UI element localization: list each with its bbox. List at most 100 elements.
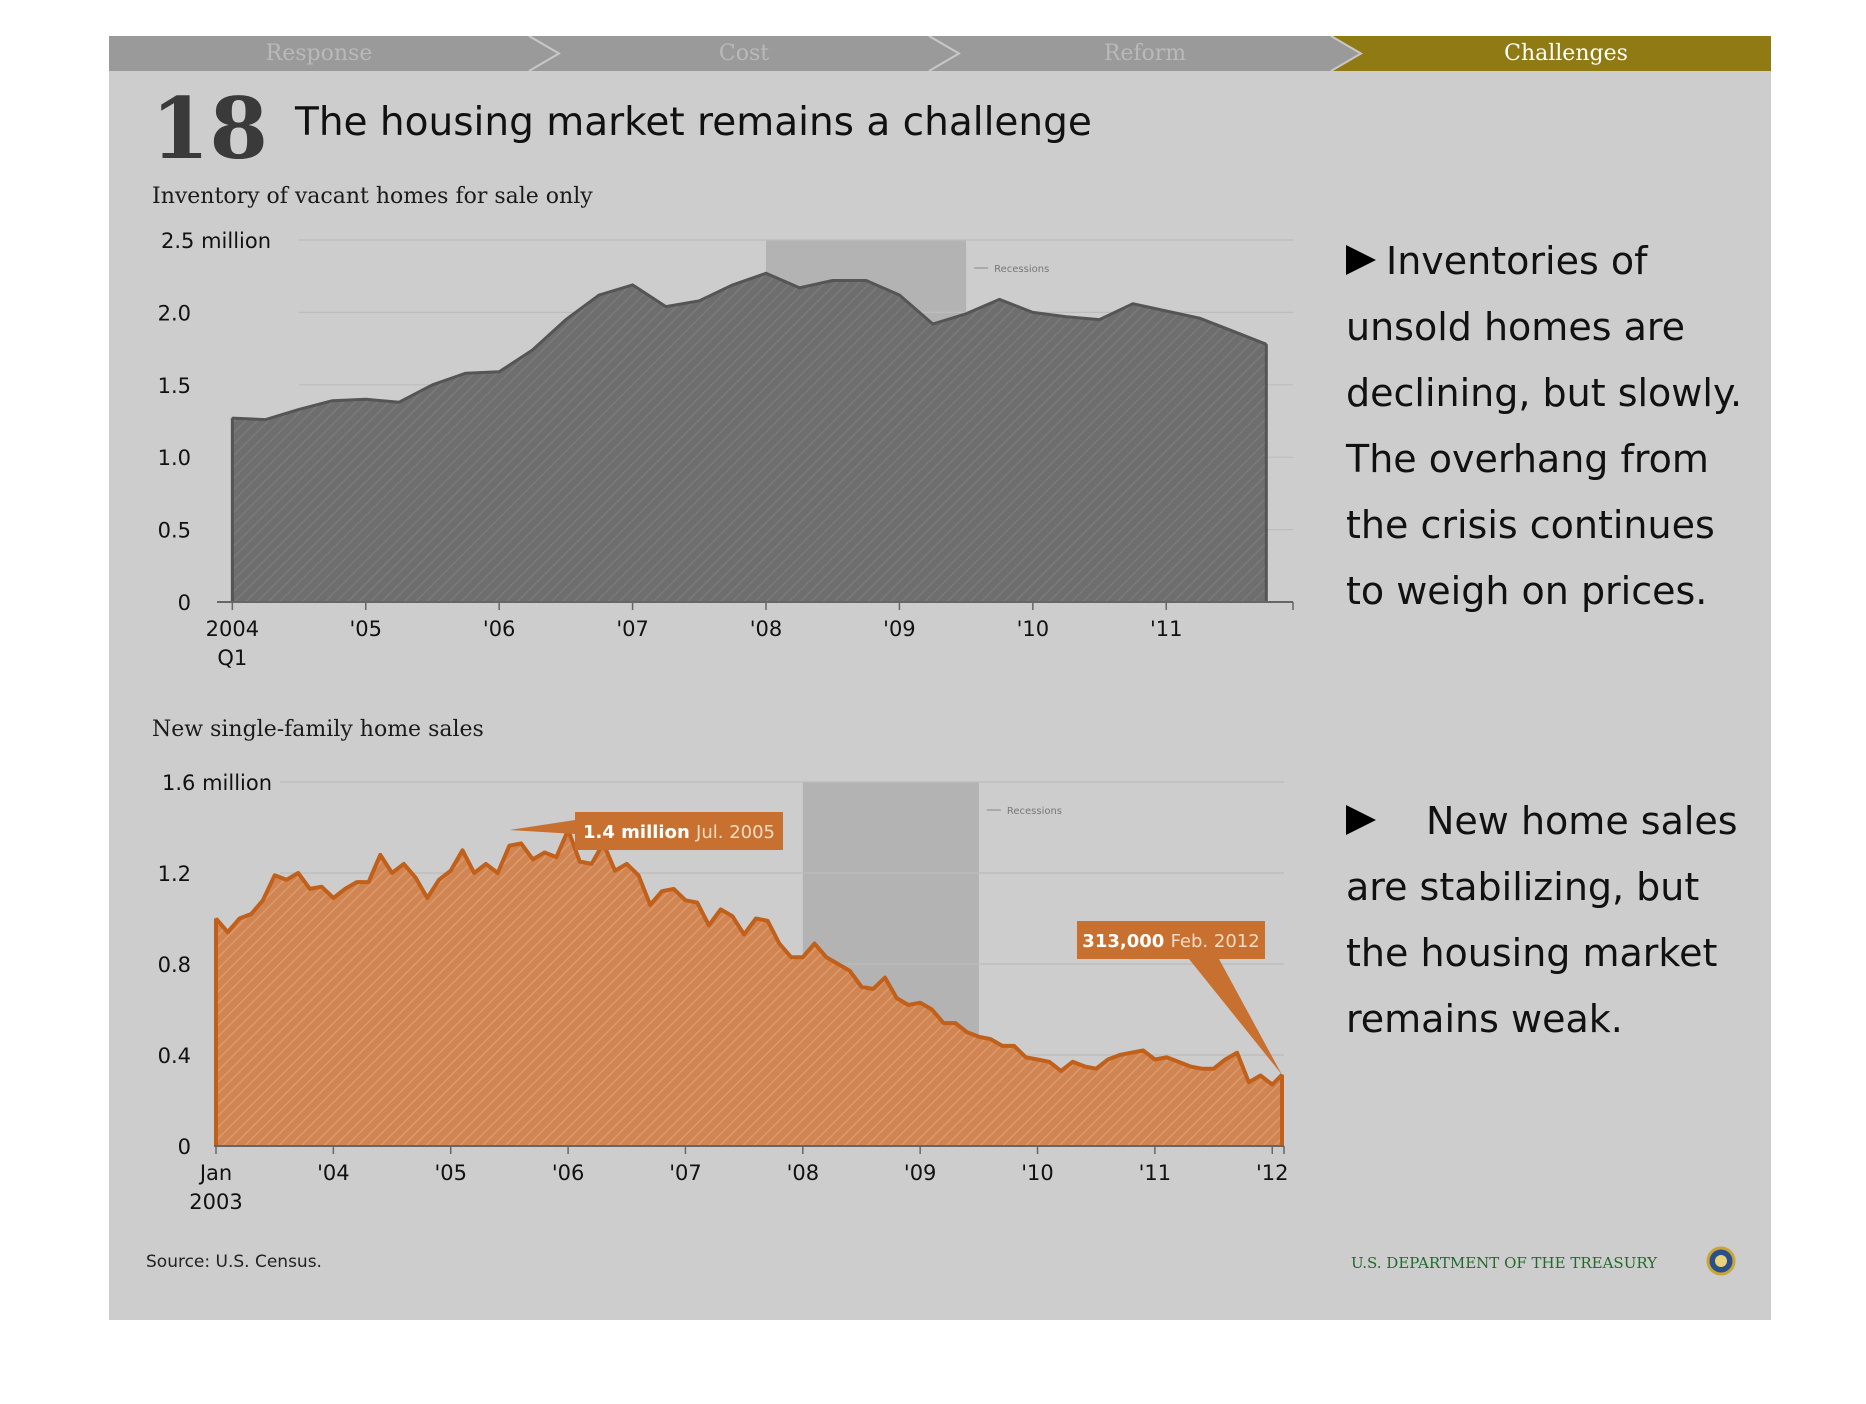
data-point: [665, 305, 667, 308]
data-point: [1083, 1065, 1086, 1068]
data-point: [919, 1001, 921, 1004]
data-point: [626, 863, 628, 865]
data-point: [661, 890, 663, 892]
tab-cost[interactable]: Cost: [718, 41, 770, 66]
data-point: [1201, 1067, 1203, 1070]
nav-divider: [928, 36, 961, 71]
data-point: [365, 398, 367, 401]
triangle-bullet-icon: [1346, 244, 1376, 275]
tab-challenges[interactable]: Challenges: [1504, 41, 1628, 66]
x-tick-label: 2004: [206, 617, 259, 641]
slide-title: The housing market remains a challenge: [295, 100, 1092, 145]
data-point: [1142, 1049, 1144, 1052]
data-point: [942, 1022, 945, 1024]
data-point: [1107, 1058, 1109, 1061]
data-point: [1013, 1045, 1015, 1047]
callout-pointer: [1189, 959, 1283, 1075]
charts-canvas: 0 0.5 1.0 1.5 2.0 2.5 million Recessions 2004 Q1…: [158, 229, 1294, 1214]
x-tick-label: '04: [317, 1161, 350, 1185]
data-point: [344, 888, 346, 890]
legend-label: Recessions: [994, 264, 1049, 275]
data-point: [1265, 343, 1268, 346]
y-tick-label: 0.4: [158, 1044, 191, 1068]
bullet-sales: New home sales are stabilizing, but the …: [1346, 788, 1746, 1052]
data-point: [273, 874, 276, 877]
data-point: [614, 869, 616, 872]
data-point: [298, 408, 300, 411]
data-point: [1248, 1081, 1250, 1084]
data-point: [590, 863, 593, 865]
data-point: [708, 924, 710, 927]
callout-box: [1077, 921, 1265, 959]
nav-divider: [1330, 36, 1363, 71]
data-point: [1025, 1056, 1027, 1059]
data-point: [1118, 1054, 1121, 1056]
data-point: [473, 872, 476, 874]
data-point: [485, 863, 487, 865]
tab-response[interactable]: Response: [265, 41, 373, 66]
data-point: [731, 915, 734, 917]
x-tick-label: '12: [1256, 1161, 1289, 1185]
data-point: [895, 997, 898, 999]
legend-label: Recessions: [1007, 806, 1062, 817]
y-tick-label: 1.0: [158, 446, 191, 470]
data-point: [1065, 315, 1067, 318]
series-line: [232, 271, 1267, 422]
data-point: [698, 300, 701, 302]
data-point: [238, 917, 241, 920]
data-point: [598, 294, 600, 296]
data-point: [978, 1036, 980, 1038]
data-point: [1189, 1065, 1191, 1068]
data-point: [1060, 1070, 1062, 1072]
data-point: [907, 1004, 910, 1006]
data-point: [1165, 1056, 1168, 1059]
inventory-chart-title: Inventory of vacant homes for sale only: [152, 184, 593, 209]
callout-date: Jul. 2005: [695, 822, 775, 843]
data-point: [825, 956, 828, 958]
x-tick-label: '07: [669, 1161, 702, 1185]
data-point: [790, 956, 792, 958]
data-point: [1236, 1051, 1238, 1054]
x-tick-label: '05: [434, 1161, 467, 1185]
nav-divider: [528, 36, 561, 71]
x-tick-label: '10: [1017, 617, 1050, 641]
data-point: [932, 323, 934, 325]
inventory-chart: 0 0.5 1.0 1.5 2.0 2.5 million Recessions 2004 Q1…: [158, 229, 1294, 670]
data-point: [802, 956, 804, 958]
data-point: [332, 897, 335, 899]
data-point: [465, 372, 467, 375]
data-point: [262, 899, 264, 902]
x-tick-label: '11: [1150, 617, 1183, 641]
data-point: [1281, 1074, 1283, 1076]
data-point: [989, 1038, 992, 1040]
triangle-bullet-icon: [1346, 804, 1376, 835]
x-tick-label: Jan: [198, 1161, 232, 1185]
x-tick-label: '08: [750, 617, 783, 641]
data-point: [297, 872, 299, 874]
data-point: [743, 933, 745, 936]
slide-number: 18: [151, 79, 268, 178]
bullet-inventory-text: Inventories of unsold homes are declinin…: [1346, 239, 1743, 613]
x-tick-label: '06: [552, 1161, 585, 1185]
data-point: [543, 851, 546, 854]
treasury-wordmark: U.S. DEPARTMENT OF THE TREASURY: [1351, 1254, 1658, 1272]
x-tick-label: '09: [883, 617, 916, 641]
data-point: [431, 384, 434, 386]
data-point: [849, 970, 851, 972]
tab-reform[interactable]: Reform: [1103, 41, 1187, 66]
data-point: [872, 988, 874, 990]
data-point: [331, 399, 334, 402]
nav-tab-shape-response: [109, 36, 559, 71]
y-tick-label: 0: [178, 591, 191, 615]
data-point: [226, 931, 229, 933]
callout-value: 1.4 million: [583, 822, 696, 843]
data-point: [379, 854, 382, 856]
data-point: [398, 401, 400, 404]
x-tick-label: '06: [483, 617, 516, 641]
data-point: [765, 272, 767, 275]
section-nav: Response Cost Reform Challenges: [109, 36, 1771, 71]
data-point: [1165, 310, 1168, 312]
data-point: [731, 284, 734, 286]
data-point: [637, 874, 640, 877]
y-tick-label: 0.5: [158, 519, 191, 543]
